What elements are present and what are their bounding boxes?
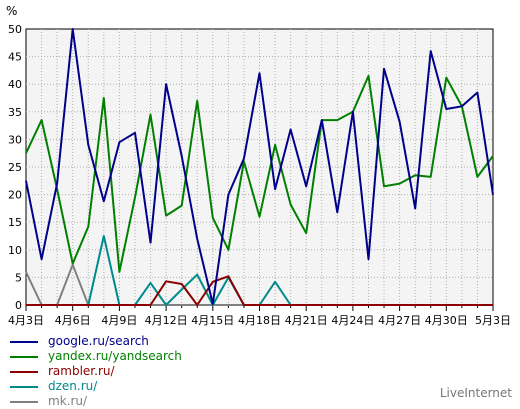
series-line-yandex-ru-yandsearch [25, 74, 494, 273]
y-tick-label: 10 [8, 244, 22, 257]
legend-swatch [10, 355, 38, 358]
y-tick-label: 30 [8, 133, 22, 146]
legend-item: yandex.ru/yandsearch [10, 349, 182, 364]
x-tick-label: 4月21日 [285, 314, 328, 327]
x-tick-label: 4月15日 [191, 314, 234, 327]
y-tick-label: 50 [8, 23, 22, 36]
x-tick-label: 4月27日 [378, 314, 421, 327]
legend: google.ru/search yandex.ru/yandsearch ra… [10, 334, 182, 409]
y-tick-label: 5 [15, 271, 22, 284]
y-tick-label: 35 [8, 106, 22, 119]
legend-label: google.ru/search [48, 334, 149, 348]
legend-swatch [10, 400, 38, 403]
legend-label: dzen.ru/ [48, 379, 98, 393]
legend-item: mk.ru/ [10, 394, 182, 409]
x-tick-label: 4月30日 [425, 314, 468, 327]
y-tick-label: 0 [15, 299, 22, 312]
series-line-rambler-ru [26, 275, 493, 306]
legend-label: rambler.ru/ [48, 364, 115, 378]
x-tick-label: 4月12日 [145, 314, 188, 327]
legend-item: google.ru/search [10, 334, 182, 349]
x-tick-label: 5月3日 [475, 314, 511, 327]
y-tick-label: 20 [8, 189, 22, 202]
x-tick-label: 4月9日 [101, 314, 137, 327]
x-tick-label: 4月6日 [55, 314, 91, 327]
legend-label: yandex.ru/yandsearch [48, 349, 182, 363]
y-tick-label: 25 [8, 161, 22, 174]
x-tick-label: 4月3日 [8, 314, 44, 327]
legend-swatch [10, 340, 38, 343]
y-tick-label: 45 [8, 51, 22, 64]
legend-swatch [10, 385, 38, 388]
series-lines [25, 28, 494, 306]
x-tick-label: 4月24日 [331, 314, 374, 327]
series-line-google-ru-search [25, 28, 494, 305]
y-tick-label: 15 [8, 216, 22, 229]
x-tick-label: 4月18日 [238, 314, 281, 327]
legend-item: rambler.ru/ [10, 364, 182, 379]
legend-item: dzen.ru/ [10, 379, 182, 394]
y-tick-label: 40 [8, 78, 22, 91]
legend-label: mk.ru/ [48, 394, 88, 408]
credit-label: LiveInternet [439, 386, 512, 400]
legend-swatch [10, 370, 38, 373]
y-axis-label: % [6, 4, 17, 18]
